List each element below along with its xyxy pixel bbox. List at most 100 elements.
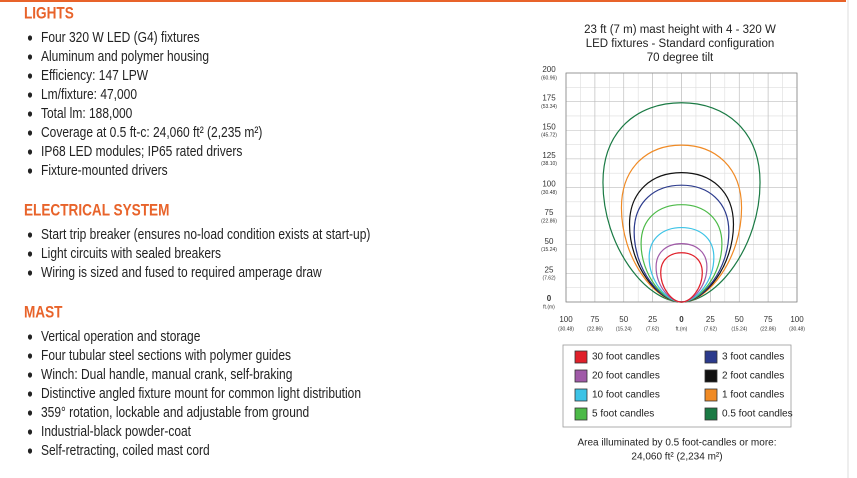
- legend-swatch: [574, 407, 588, 421]
- bullet: [27, 73, 33, 79]
- x-tick-label: 75: [590, 315, 599, 324]
- legend-swatch: [704, 369, 718, 383]
- y-tick-sub: (60.96): [541, 75, 557, 81]
- bullet: [27, 251, 33, 257]
- x-tick-label: 25: [648, 315, 657, 324]
- chart-title: 23 ft (7 m) mast height with 4 - 320 W: [584, 24, 776, 36]
- y-tick-sub: ft.(m): [543, 304, 555, 310]
- bullet: [27, 130, 33, 136]
- legend-label: 10 foot candles: [592, 390, 660, 401]
- contour: [660, 252, 703, 303]
- bullet: [27, 270, 33, 276]
- x-tick-sub: (22.86): [760, 326, 776, 332]
- legend-label: 2 foot candles: [722, 371, 784, 382]
- caption: Area illuminated by 0.5 foot-candles or …: [578, 438, 777, 449]
- y-tick-label: 25: [545, 265, 554, 274]
- bullet-text: 359° rotation, lockable and adjustable f…: [41, 404, 309, 421]
- x-tick-label: 25: [706, 315, 715, 324]
- y-tick-sub: (45.72): [541, 133, 557, 139]
- contour: [602, 102, 761, 303]
- y-tick-label: 175: [542, 94, 556, 103]
- legend-label: 1 foot candles: [722, 390, 784, 401]
- y-tick-sub: (53.34): [541, 104, 557, 110]
- legend-swatch: [574, 369, 588, 383]
- contour: [648, 226, 715, 303]
- bullet-text: Industrial-black powder-coat: [41, 423, 191, 440]
- bullet: [27, 372, 33, 378]
- bullet: [27, 334, 33, 340]
- y-tick-sub: (38.10): [541, 161, 557, 167]
- x-tick-sub: (7.62): [704, 326, 717, 332]
- bullet-text: Lm/fixture: 47,000: [41, 86, 137, 103]
- y-tick-sub: (7.62): [542, 276, 555, 282]
- legend-label: 30 foot candles: [592, 352, 660, 363]
- legend-label: 0.5 foot candles: [722, 409, 793, 420]
- x-tick-sub: (22.86): [587, 326, 603, 332]
- x-tick-label: 50: [619, 315, 628, 324]
- bullet: [27, 111, 33, 117]
- contour: [628, 172, 735, 303]
- bullet-text: Four tubular steel sections with polymer…: [41, 347, 291, 364]
- bullet-text: Total lm: 188,000: [41, 105, 133, 122]
- bullet: [27, 353, 33, 359]
- legend-label: 5 foot candles: [592, 409, 654, 420]
- y-tick-label: 75: [545, 208, 554, 217]
- caption: 24,060 ft² (2,234 m²): [631, 452, 722, 463]
- bullet: [27, 410, 33, 416]
- bullet: [27, 54, 33, 60]
- bullet-text: Winch: Dual handle, manual crank, self-b…: [41, 366, 292, 383]
- bullet-text: Distinctive angled fixture mount for com…: [41, 385, 361, 402]
- x-tick-sub: ft.(m): [676, 326, 688, 332]
- bullet-text: Light circuits with sealed breakers: [41, 245, 221, 262]
- legend-swatch: [704, 350, 718, 364]
- bullet-text: Efficiency: 147 LPW: [41, 67, 148, 84]
- bullet-text: Fixture-mounted drivers: [41, 162, 168, 179]
- bullet: [27, 92, 33, 98]
- x-tick-label: 100: [790, 315, 804, 324]
- bullet-text: Four 320 W LED (G4) fixtures: [41, 29, 200, 46]
- x-tick-label: 50: [735, 315, 744, 324]
- chart-title: 70 degree tilt: [647, 52, 714, 64]
- x-tick-sub: (15.24): [616, 326, 632, 332]
- bullet: [27, 168, 33, 174]
- legend-swatch: [704, 388, 718, 402]
- bullet: [27, 429, 33, 435]
- contour: [655, 243, 708, 303]
- x-tick-label: 0: [679, 315, 684, 324]
- section-heading: ELECTRICAL SYSTEM: [24, 201, 169, 220]
- legend-swatch: [574, 350, 588, 364]
- x-tick-sub: (15.24): [731, 326, 747, 332]
- legend-label: 20 foot candles: [592, 371, 660, 382]
- bullet: [27, 391, 33, 397]
- y-tick-sub: (15.24): [541, 247, 557, 253]
- x-tick-sub: (30.48): [789, 326, 805, 332]
- x-tick-label: 100: [559, 315, 573, 324]
- bullet-text: Wiring is sized and fused to required am…: [41, 264, 322, 281]
- bullet-text: IP68 LED modules; IP65 rated drivers: [41, 143, 243, 160]
- bullet-text: Vertical operation and storage: [41, 328, 200, 345]
- legend-label: 3 foot candles: [722, 352, 784, 363]
- y-tick-label: 100: [542, 180, 556, 189]
- x-tick-sub: (7.62): [646, 326, 659, 332]
- y-tick-label: 0: [547, 294, 552, 303]
- y-tick-sub: (30.48): [541, 190, 557, 196]
- bullet-text: Aluminum and polymer housing: [41, 48, 209, 65]
- y-tick-label: 50: [545, 237, 554, 246]
- bullet: [27, 149, 33, 155]
- x-tick-sub: (30.48): [558, 326, 574, 332]
- spec-text: LIGHTS Four 320 W LED (G4) fixtures Alumin…: [24, 4, 370, 458]
- y-tick-label: 200: [542, 65, 556, 74]
- legend-swatch: [704, 407, 718, 421]
- bullet-text: Self-retracting, coiled mast cord: [41, 442, 210, 459]
- bullet: [27, 448, 33, 454]
- bullet-text: Coverage at 0.5 ft-c: 24,060 ft² (2,235 …: [41, 124, 262, 141]
- bullet: [27, 232, 33, 238]
- section-heading: MAST: [24, 303, 63, 322]
- legend-frame: [562, 344, 792, 428]
- y-tick-label: 125: [542, 151, 556, 160]
- chart-title: LED fixtures - Standard configuration: [586, 38, 775, 50]
- contour: [633, 184, 730, 303]
- y-tick-sub: (22.86): [541, 218, 557, 224]
- contour: [620, 144, 743, 303]
